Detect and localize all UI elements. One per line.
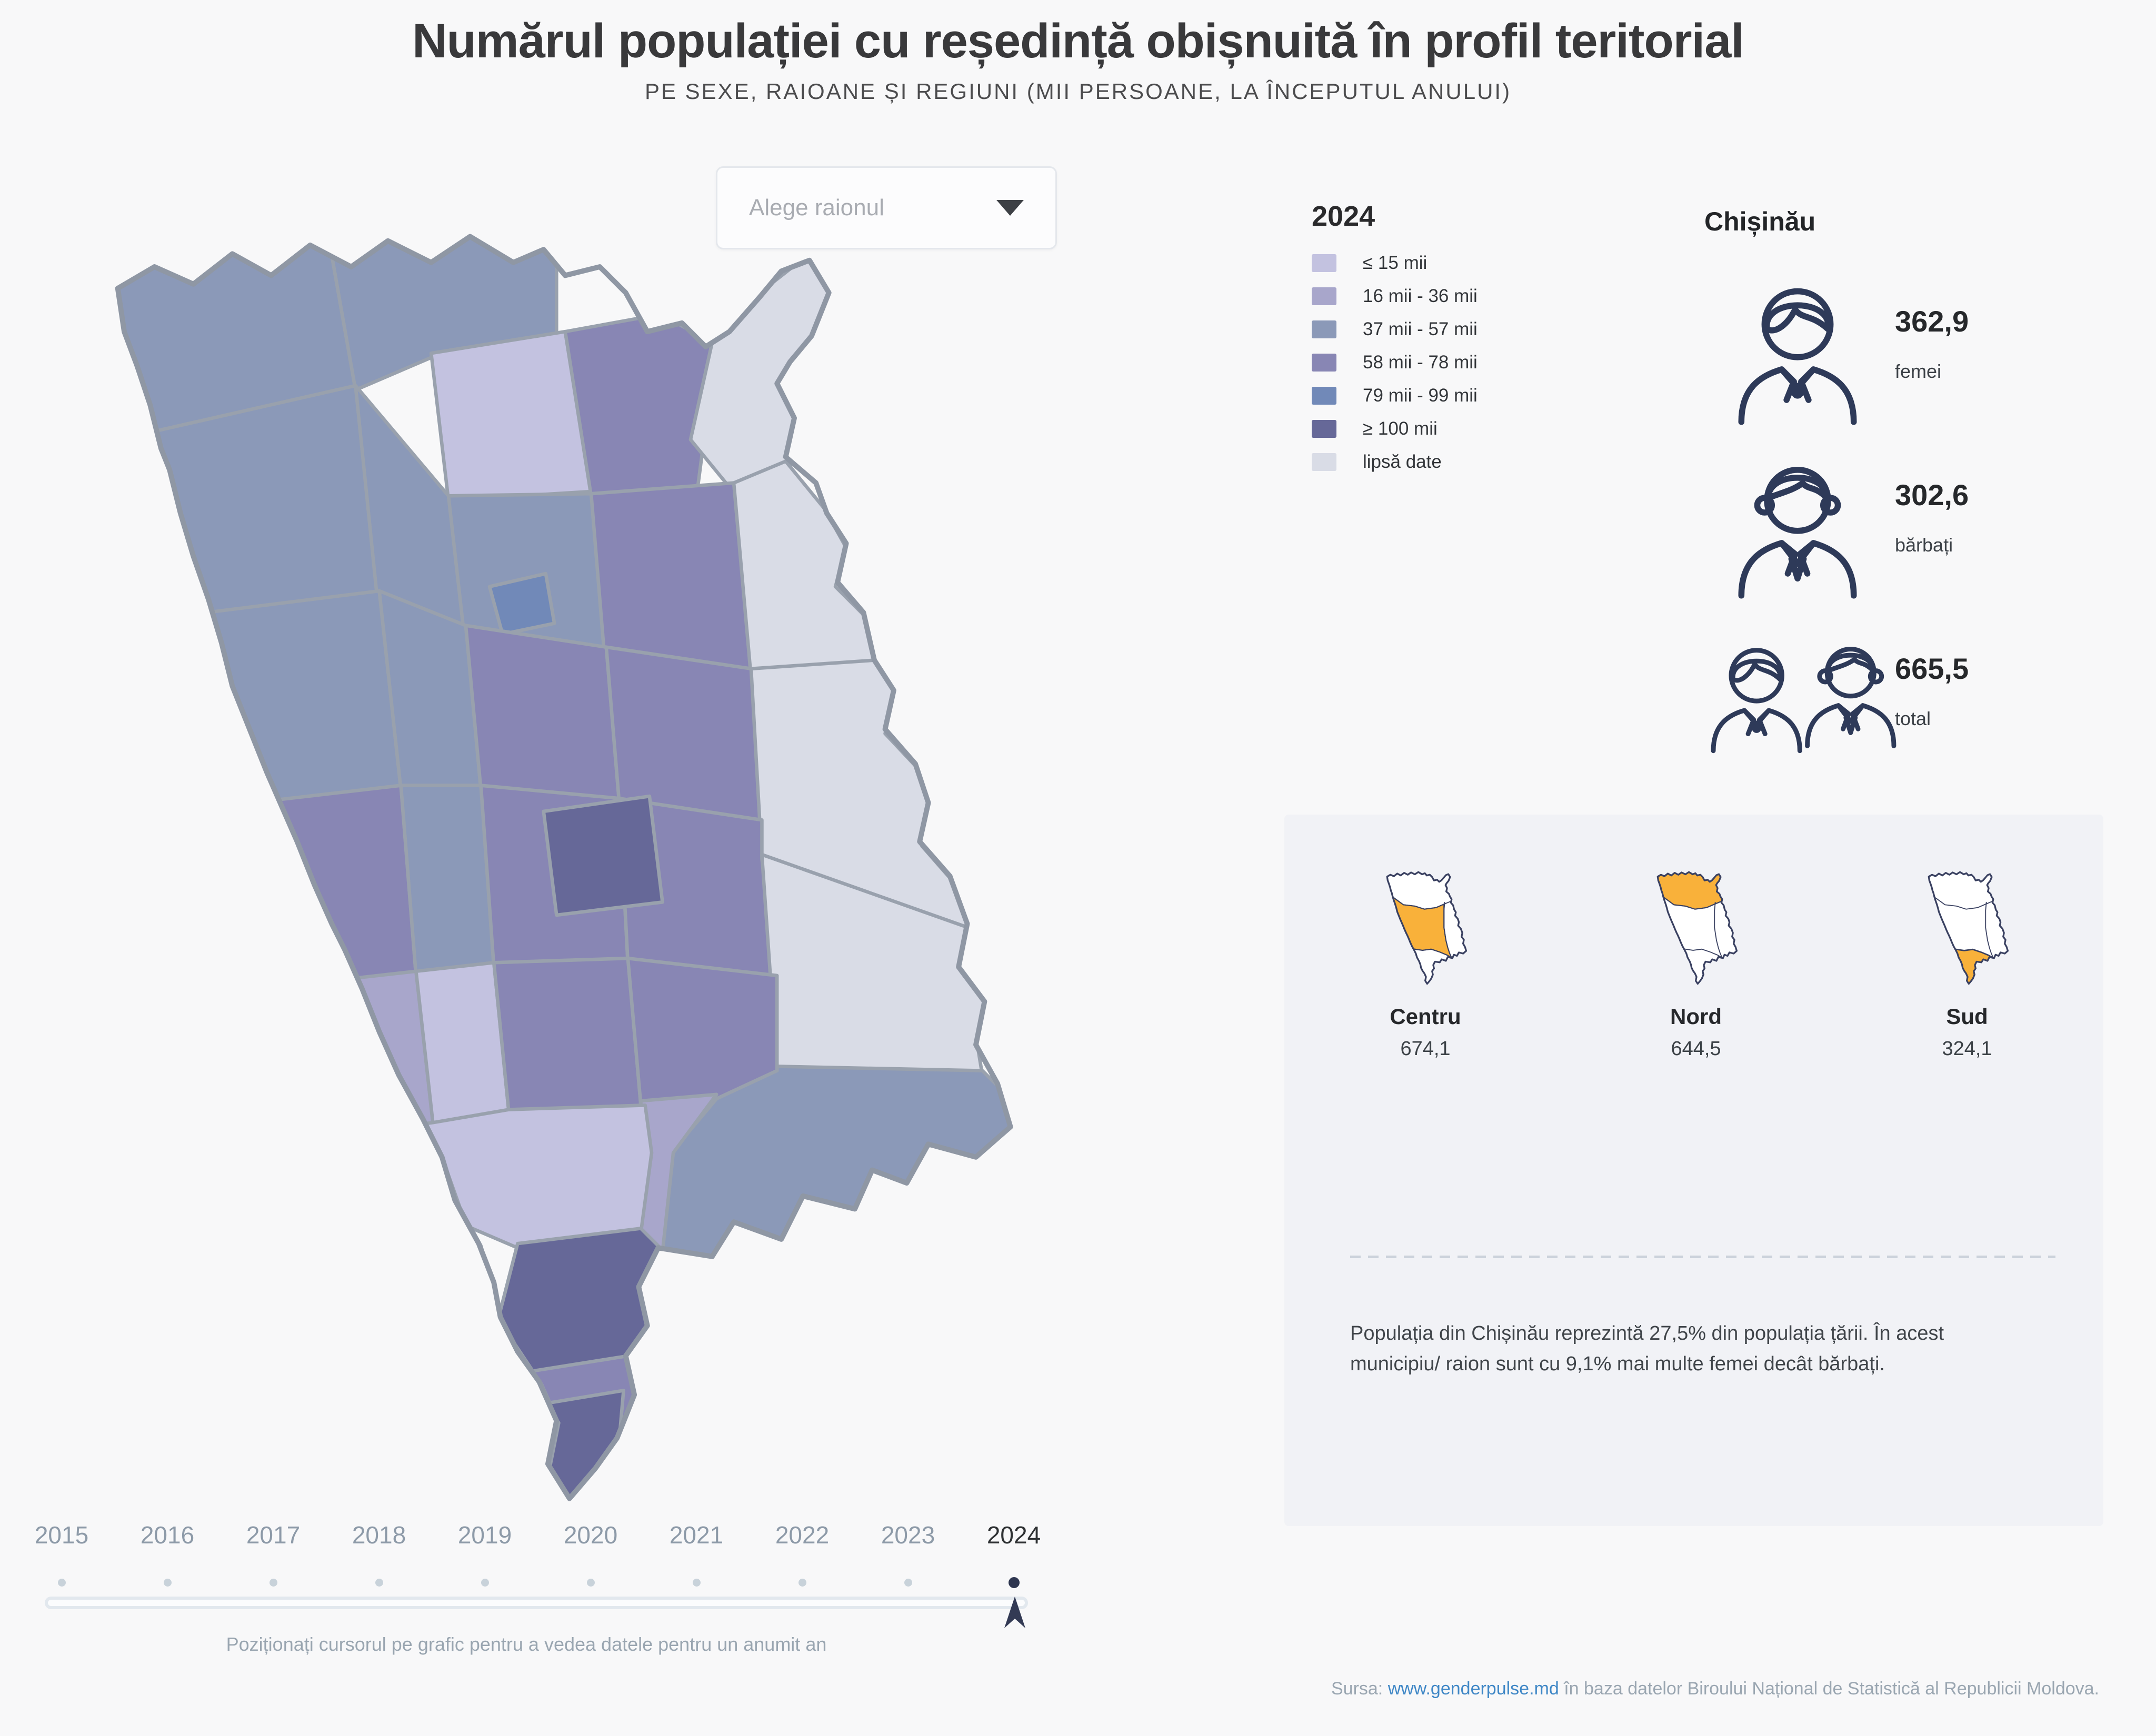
district-balti <box>487 571 556 636</box>
timeline-cursor[interactable] <box>1000 1590 1030 1634</box>
stat-value-femei: 362,9 <box>1895 305 1969 338</box>
region-name-sud: Sud <box>1946 1004 1988 1029</box>
district <box>261 969 435 1142</box>
map-legend: ≤ 15 mii 16 mii - 36 mii 37 mii - 57 mii… <box>1312 246 1478 478</box>
year-2018[interactable]: 2018 <box>352 1521 406 1549</box>
man-icon <box>1721 451 1874 604</box>
stat-value-total: 665,5 <box>1895 652 1969 685</box>
source-prefix: Sursa: <box>1331 1679 1388 1699</box>
timeline-tick-selected[interactable] <box>1009 1577 1020 1588</box>
people-icon <box>1700 620 1911 772</box>
region-value-sud: 324,1 <box>1942 1038 1992 1060</box>
timeline-tick[interactable] <box>693 1579 701 1587</box>
year-2017[interactable]: 2017 <box>246 1521 301 1549</box>
legend-year: 2024 <box>1312 200 1375 232</box>
district <box>170 589 403 814</box>
slider-caption: Poziționați cursorul pe grafic pentru a … <box>226 1633 827 1655</box>
woman-icon <box>1721 278 1874 430</box>
region-map-nord <box>1656 871 1738 985</box>
year-2023[interactable]: 2023 <box>881 1521 935 1549</box>
district <box>399 784 496 978</box>
timeline-tick[interactable] <box>904 1579 912 1587</box>
legend-item: 37 mii - 57 mii <box>1312 313 1478 346</box>
year-2021[interactable]: 2021 <box>669 1521 724 1549</box>
selected-area-title: Chișinău <box>1704 207 1816 236</box>
legend-item: ≥ 100 mii <box>1312 412 1478 445</box>
district-select-placeholder: Alege raionul <box>749 195 884 220</box>
source-line: Sursa: www.genderpulse.md în baza datelo… <box>1331 1679 2099 1699</box>
district <box>563 313 718 511</box>
legend-item: ≤ 15 mii <box>1312 246 1478 279</box>
timeline-tick[interactable] <box>58 1579 66 1587</box>
legend-swatch <box>1312 254 1336 272</box>
district <box>589 481 753 675</box>
district <box>464 624 621 805</box>
timeline-slider-track[interactable] <box>45 1597 1028 1609</box>
legend-item: 79 mii - 99 mii <box>1312 379 1478 412</box>
year-2016[interactable]: 2016 <box>140 1521 195 1549</box>
legend-swatch <box>1312 320 1336 338</box>
legend-swatch <box>1312 353 1336 372</box>
source-suffix: în baza datelor Biroului Național de Sta… <box>1559 1679 2099 1699</box>
region-map-sud <box>1928 871 2009 985</box>
legend-swatch <box>1312 453 1336 471</box>
timeline-tick[interactable] <box>798 1579 806 1587</box>
region-value-nord: 644,5 <box>1671 1038 1721 1060</box>
year-2019[interactable]: 2019 <box>457 1521 512 1549</box>
legend-item: 58 mii - 78 mii <box>1312 346 1478 379</box>
timeline-tick[interactable] <box>375 1579 383 1587</box>
district <box>492 956 643 1116</box>
district-chisinau <box>542 794 664 917</box>
page-title: Numărul populației cu reședință obișnuit… <box>412 14 1744 68</box>
timeline-tick[interactable] <box>270 1579 277 1587</box>
region-value-centru: 674,1 <box>1400 1038 1451 1060</box>
region-name-nord: Nord <box>1670 1004 1722 1029</box>
legend-swatch <box>1312 386 1336 405</box>
legend-item: 16 mii - 36 mii <box>1312 279 1478 313</box>
district-no-data <box>688 252 833 489</box>
legend-swatch <box>1312 287 1336 305</box>
stat-label-femei: femei <box>1895 360 1942 382</box>
stat-label-total: total <box>1895 708 1931 729</box>
source-link[interactable]: www.genderpulse.md <box>1388 1679 1559 1699</box>
chevron-down-icon <box>996 200 1024 216</box>
district-layer[interactable] <box>96 206 1011 1501</box>
insight-note: Populația din Chișinău reprezintă 27,5% … <box>1350 1322 1944 1375</box>
stat-value-barbati: 302,6 <box>1895 478 1969 511</box>
stat-label-barbati: bărbați <box>1895 534 1953 556</box>
timeline-tick[interactable] <box>164 1579 172 1587</box>
year-2020[interactable]: 2020 <box>563 1521 618 1549</box>
dashed-divider <box>1350 1256 2055 1258</box>
timeline-tick[interactable] <box>481 1579 489 1587</box>
district-no-data <box>732 459 879 679</box>
district-select[interactable]: Alege raionul <box>716 166 1057 249</box>
region-name-centru: Centru <box>1390 1004 1461 1029</box>
page-subtitle: PE SEXE, RAIOANE ȘI REGIUNI (MII PERSOAN… <box>644 79 1512 104</box>
year-2015[interactable]: 2015 <box>34 1521 89 1549</box>
legend-item: lipsă date <box>1312 445 1478 478</box>
timeline-tick[interactable] <box>587 1579 595 1587</box>
district <box>429 329 593 502</box>
year-2024[interactable]: 2024 <box>986 1521 1041 1549</box>
region-map-centru <box>1386 871 1468 985</box>
year-2022[interactable]: 2022 <box>775 1521 830 1549</box>
district-gagauzia <box>496 1227 662 1373</box>
moldova-choropleth-map[interactable] <box>37 206 1063 1524</box>
legend-swatch <box>1312 419 1336 438</box>
district <box>338 1103 654 1250</box>
